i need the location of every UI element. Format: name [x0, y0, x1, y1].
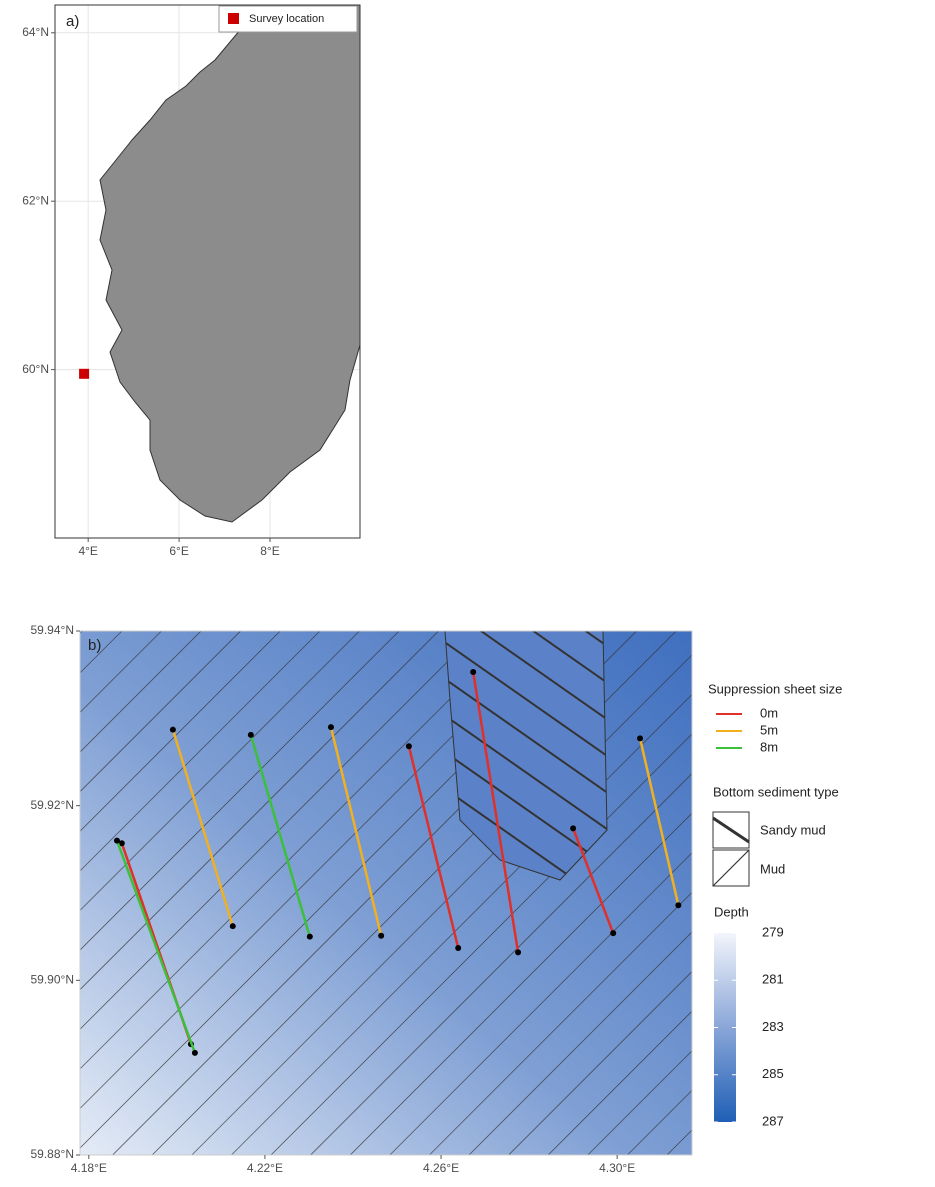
- transects: [113, 669, 682, 1056]
- legend-label: Survey location: [249, 13, 324, 25]
- transect-point: [470, 669, 477, 676]
- transect: [571, 827, 615, 934]
- transect-point: [113, 837, 120, 844]
- y-tick-label: 59.92°N: [31, 798, 75, 812]
- transect-point: [327, 724, 334, 731]
- panel-a-frame: [54, 4, 361, 539]
- colorbar-title: Depth: [714, 904, 749, 919]
- transect: [638, 738, 680, 906]
- land: [99, 5, 360, 523]
- y-tick-label: 64°N: [22, 25, 49, 39]
- legend-hatch: [712, 849, 750, 887]
- x-tick-label: 4.22°E: [247, 1161, 283, 1175]
- panel-label: b): [88, 637, 101, 654]
- survey-location: [79, 368, 90, 379]
- transect-point: [229, 923, 236, 930]
- legend-title: Bottom sediment type: [713, 784, 839, 799]
- colorbar-label: 281: [762, 972, 784, 987]
- y-tick-label: 60°N: [22, 362, 49, 376]
- y-tick-label: 59.94°N: [31, 623, 75, 637]
- transect-point: [191, 1049, 198, 1056]
- x-tick-label: 8°E: [260, 544, 279, 558]
- x-tick-label: 6°E: [169, 544, 188, 558]
- y-tick-label: 59.88°N: [31, 1147, 75, 1161]
- transect-point: [378, 932, 385, 939]
- x-tick-label: 4.18°E: [71, 1161, 107, 1175]
- transect-point: [118, 840, 125, 847]
- panel-b-map: [80, 631, 692, 1155]
- transect-point: [247, 731, 254, 738]
- transect: [329, 726, 383, 937]
- legend-label: Sandy mud: [760, 822, 826, 837]
- colorbar-label: 279: [762, 924, 784, 939]
- transect-point: [515, 949, 522, 956]
- transect-point: [169, 726, 176, 733]
- transect: [171, 729, 234, 927]
- transect-point: [455, 945, 462, 952]
- transect-point: [306, 933, 313, 940]
- panel-label: a): [66, 13, 79, 30]
- legend-hatch: [712, 816, 750, 844]
- transect: [249, 734, 312, 938]
- legend-box: [218, 5, 358, 33]
- transect-point: [637, 735, 644, 742]
- legend: Suppression sheet size Bottom sediment t…: [708, 681, 842, 1128]
- legend-title: Suppression sheet size: [708, 681, 842, 696]
- legend-label: 5m: [760, 722, 778, 737]
- transect-point: [675, 902, 682, 909]
- colorbar-label: 287: [762, 1113, 784, 1128]
- transect-point: [570, 825, 577, 832]
- legend-swatch: [228, 13, 239, 24]
- colorbar-label: 283: [762, 1019, 784, 1034]
- colorbar-label: 285: [762, 1066, 784, 1081]
- legend: Survey location: [218, 5, 358, 33]
- legend-label: 0m: [760, 705, 778, 720]
- x-tick-label: 4.30°E: [599, 1161, 635, 1175]
- legend-label: 8m: [760, 739, 778, 754]
- panel-b-frame: [79, 630, 693, 1156]
- transect: [115, 840, 197, 1054]
- y-tick-label: 59.90°N: [31, 973, 75, 987]
- sandy-mud-area: [444, 631, 608, 881]
- transect-point: [405, 743, 412, 750]
- x-tick-label: 4°E: [78, 544, 97, 558]
- transect: [471, 671, 520, 953]
- colorbar: [714, 933, 736, 1122]
- x-tick-label: 4.26°E: [423, 1161, 459, 1175]
- transect: [407, 745, 460, 949]
- legend-label: Mud: [760, 861, 785, 876]
- norway-coast: [99, 5, 360, 523]
- transect-point: [610, 930, 617, 937]
- y-tick-label: 62°N: [22, 193, 49, 207]
